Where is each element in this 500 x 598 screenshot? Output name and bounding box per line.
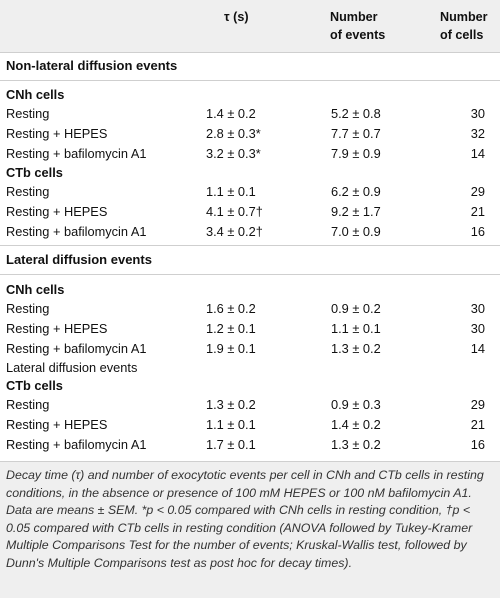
table-row: Resting + HEPES 2.8 ± 0.3* 7.7 ± 0.7 32 (0, 126, 500, 146)
row-events: 7.7 ± 0.7 (331, 126, 381, 141)
row-tau: 1.4 ± 0.2 (206, 106, 256, 121)
row-events: 1.3 ± 0.2 (331, 341, 381, 356)
row-tau: 1.6 ± 0.2 (206, 301, 256, 316)
row-label: Resting + bafilomycin A1 (6, 437, 147, 452)
table-row: Resting + bafilomycin A1 3.2 ± 0.3* 7.9 … (0, 146, 500, 166)
row-tau: 1.7 ± 0.1 (206, 437, 256, 452)
header-tau: τ (s) (224, 10, 249, 24)
section-divider (0, 245, 500, 246)
row-tau: 2.8 ± 0.3* (206, 126, 261, 141)
row-events: 0.9 ± 0.3 (331, 397, 381, 412)
row-tau: 1.2 ± 0.1 (206, 321, 256, 336)
row-events: 1.1 ± 0.1 (331, 321, 381, 336)
row-cells: 16 (470, 437, 485, 452)
header-cells-line1: Number (440, 10, 488, 24)
row-events: 7.0 ± 0.9 (331, 224, 381, 239)
row-cells: 32 (470, 126, 485, 141)
table-header: τ (s) Number of events Number of cells (0, 0, 500, 53)
table-row: Resting 1.6 ± 0.2 0.9 ± 0.2 30 (0, 301, 500, 321)
row-label: Resting + bafilomycin A1 (6, 224, 147, 239)
row-events: 7.9 ± 0.9 (331, 146, 381, 161)
row-label: Resting + bafilomycin A1 (6, 146, 147, 161)
row-events: 1.4 ± 0.2 (331, 417, 381, 432)
header-events-line1: Number (330, 10, 378, 24)
row-cells: 29 (470, 184, 485, 199)
table-row: Resting + HEPES 1.1 ± 0.1 1.4 ± 0.2 21 (0, 417, 500, 437)
row-cells: 30 (470, 301, 485, 316)
table-row: Resting + bafilomycin A1 3.4 ± 0.2† 7.0 … (0, 224, 500, 244)
table-row: Resting + bafilomycin A1 1.9 ± 0.1 1.3 ±… (0, 341, 500, 361)
row-label: Resting + bafilomycin A1 (6, 341, 147, 356)
caption-text: Decay time (τ) and number of exocytotic … (6, 468, 484, 570)
row-label: Resting + HEPES (6, 321, 108, 336)
section-divider (0, 80, 500, 81)
header-events-line2: of events (330, 28, 386, 42)
table-row: Resting 1.3 ± 0.2 0.9 ± 0.3 29 (0, 397, 500, 417)
table-caption: Decay time (τ) and number of exocytotic … (0, 461, 500, 598)
row-tau: 1.1 ± 0.1 (206, 184, 256, 199)
row-events: 0.9 ± 0.2 (331, 301, 381, 316)
row-tau: 1.9 ± 0.1 (206, 341, 256, 356)
row-cells: 14 (470, 146, 485, 161)
row-tau: 3.4 ± 0.2† (206, 224, 263, 239)
table-row: Resting + HEPES 4.1 ± 0.7† 9.2 ± 1.7 21 (0, 204, 500, 224)
row-events: 6.2 ± 0.9 (331, 184, 381, 199)
row-events: 1.3 ± 0.2 (331, 437, 381, 452)
row-label: Resting (6, 301, 50, 316)
table-row: Resting 1.1 ± 0.1 6.2 ± 0.9 29 (0, 184, 500, 204)
row-cells: 30 (470, 106, 485, 121)
row-tau: 3.2 ± 0.3* (206, 146, 261, 161)
row-events: 9.2 ± 1.7 (331, 204, 381, 219)
group-title-cnh: CNh cells (6, 87, 65, 102)
row-cells: 14 (470, 341, 485, 356)
row-cells: 30 (470, 321, 485, 336)
row-cells: 21 (470, 417, 485, 432)
row-tau: 4.1 ± 0.7† (206, 204, 263, 219)
row-tau: 1.1 ± 0.1 (206, 417, 256, 432)
section-title-lateral: Lateral diffusion events (6, 252, 152, 267)
section-title-non-lateral: Non-lateral diffusion events (6, 58, 178, 73)
row-tau: 1.3 ± 0.2 (206, 397, 256, 412)
row-label: Resting (6, 106, 50, 121)
row-label: Resting + HEPES (6, 204, 108, 219)
row-cells: 16 (470, 224, 485, 239)
group-title-cnh: CNh cells (6, 282, 65, 297)
table-row: Resting + bafilomycin A1 1.7 ± 0.1 1.3 ±… (0, 437, 500, 457)
row-label: Resting (6, 184, 50, 199)
group-title-ctb: CTb cells (6, 378, 63, 393)
row-cells: 29 (470, 397, 485, 412)
table-row: Resting + HEPES 1.2 ± 0.1 1.1 ± 0.1 30 (0, 321, 500, 341)
header-cells-line2: of cells (440, 28, 484, 42)
group-title-ctb: CTb cells (6, 165, 63, 180)
inline-section-label: Lateral diffusion events (6, 360, 138, 375)
row-events: 5.2 ± 0.8 (331, 106, 381, 121)
table-row: Resting 1.4 ± 0.2 5.2 ± 0.8 30 (0, 106, 500, 126)
section-divider (0, 274, 500, 275)
row-label: Resting + HEPES (6, 417, 108, 432)
row-label: Resting + HEPES (6, 126, 108, 141)
row-cells: 21 (470, 204, 485, 219)
row-label: Resting (6, 397, 50, 412)
